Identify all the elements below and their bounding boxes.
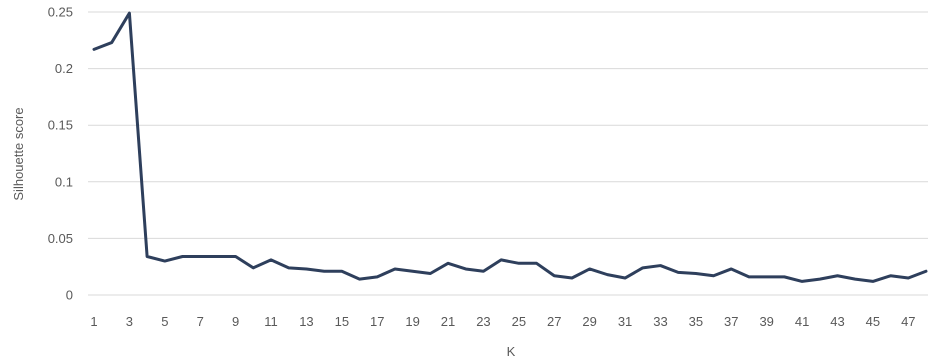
y-tick-label: 0.15 <box>48 118 73 133</box>
x-tick-label: 37 <box>724 314 738 329</box>
y-axis-title: Silhouette score <box>11 107 26 200</box>
x-tick-label: 43 <box>830 314 844 329</box>
series-line <box>92 11 928 283</box>
x-tick-label: 33 <box>653 314 667 329</box>
y-tick-label: 0.25 <box>48 5 73 20</box>
x-tick-label: 7 <box>197 314 204 329</box>
x-tick-label: 31 <box>618 314 632 329</box>
x-tick-label: 41 <box>795 314 809 329</box>
x-tick-label: 23 <box>476 314 490 329</box>
gridlines <box>88 11 928 296</box>
y-axis-ticks: 0 0.05 0.1 0.15 0.2 0.25 <box>48 5 73 303</box>
x-tick-label: 1 <box>90 314 97 329</box>
x-tick-label: 27 <box>547 314 561 329</box>
x-tick-label: 45 <box>866 314 880 329</box>
x-tick-label: 3 <box>126 314 133 329</box>
x-tick-label: 11 <box>264 314 278 329</box>
y-tick-label: 0.1 <box>55 174 73 189</box>
x-tick-label: 5 <box>161 314 168 329</box>
x-tick-label: 29 <box>582 314 596 329</box>
x-tick-label: 21 <box>441 314 455 329</box>
y-tick-label: 0 <box>66 288 73 303</box>
y-tick-label: 0.2 <box>55 61 73 76</box>
x-tick-label: 47 <box>901 314 915 329</box>
x-tick-label: 35 <box>689 314 703 329</box>
series-layer <box>92 11 928 283</box>
x-axis-ticks: 1 3 5 7 9 11 13 15 17 19 21 23 25 27 29 31 33 35 37 39 41 43 4… <box>90 314 915 329</box>
x-tick-label: 19 <box>405 314 419 329</box>
x-axis-title: K <box>507 344 516 359</box>
x-tick-label: 17 <box>370 314 384 329</box>
x-tick-label: 25 <box>512 314 526 329</box>
x-tick-label: 15 <box>335 314 349 329</box>
x-tick-label: 39 <box>759 314 773 329</box>
x-tick-label: 9 <box>232 314 239 329</box>
y-tick-label: 0.05 <box>48 231 73 246</box>
x-tick-label: 13 <box>299 314 313 329</box>
